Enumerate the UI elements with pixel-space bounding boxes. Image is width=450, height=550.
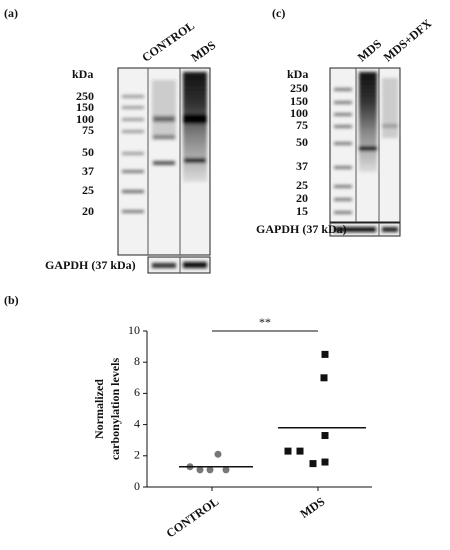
blot (117, 67, 211, 274)
data-point (206, 466, 214, 474)
y-tick-label: 2 (134, 448, 140, 462)
ladder-label: 50 (82, 145, 94, 159)
y-tick-label: 6 (134, 385, 140, 399)
data-point (309, 460, 317, 468)
x-tick-label: MDS (297, 494, 327, 521)
ladder-label: 75 (82, 123, 94, 137)
ladder-label: 250 (76, 89, 94, 103)
ladder-label: 37 (82, 164, 94, 178)
lane-label: MDS (355, 36, 385, 64)
data-point (296, 447, 304, 455)
ladder-label: 250 (290, 81, 308, 95)
ladder-label: 100 (290, 106, 308, 120)
ladder-label: 20 (82, 204, 94, 218)
ladder-label: 75 (296, 118, 308, 132)
data-point (196, 466, 204, 474)
data-point (320, 374, 328, 382)
y-tick-label: 4 (134, 416, 140, 430)
y-tick-label: 0 (134, 479, 140, 493)
data-point (284, 447, 292, 455)
significance-label: ** (259, 315, 271, 329)
panel-label: (b) (4, 293, 19, 307)
ladder-label: 150 (76, 100, 94, 114)
blot (329, 67, 401, 237)
data-point (222, 466, 230, 474)
unit-label: kDa (72, 67, 93, 81)
ladder-label: 37 (296, 159, 308, 173)
ladder-label: 100 (76, 112, 94, 126)
y-axis-label: carbonylation levels (108, 358, 122, 461)
ladder-label: 25 (296, 178, 308, 192)
data-point (321, 458, 329, 466)
ladder-label: 20 (296, 191, 308, 205)
data-point (321, 350, 329, 358)
panel-label: (a) (4, 6, 18, 20)
loading-control-label: GAPDH (37 kDa) (256, 222, 347, 236)
ladder-label: 50 (296, 135, 308, 149)
data-point (214, 450, 222, 458)
ladder-label: 150 (290, 94, 308, 108)
y-tick-label: 8 (134, 354, 140, 368)
ladder-label: 25 (82, 183, 94, 197)
data-point (321, 432, 329, 440)
x-tick-label: CONTROL (164, 494, 222, 540)
panel-label: (c) (272, 6, 285, 20)
unit-label: kDa (287, 67, 308, 81)
lane-label: CONTROL (139, 18, 197, 64)
lane-label: MDS+DFX (381, 16, 435, 64)
y-axis-label: Normalized (92, 379, 106, 439)
ladder-label: 15 (296, 204, 308, 218)
lane-label: MDS (188, 38, 218, 65)
y-tick-label: 10 (128, 323, 140, 337)
loading-control-label: GAPDH (37 kDa) (45, 258, 136, 272)
